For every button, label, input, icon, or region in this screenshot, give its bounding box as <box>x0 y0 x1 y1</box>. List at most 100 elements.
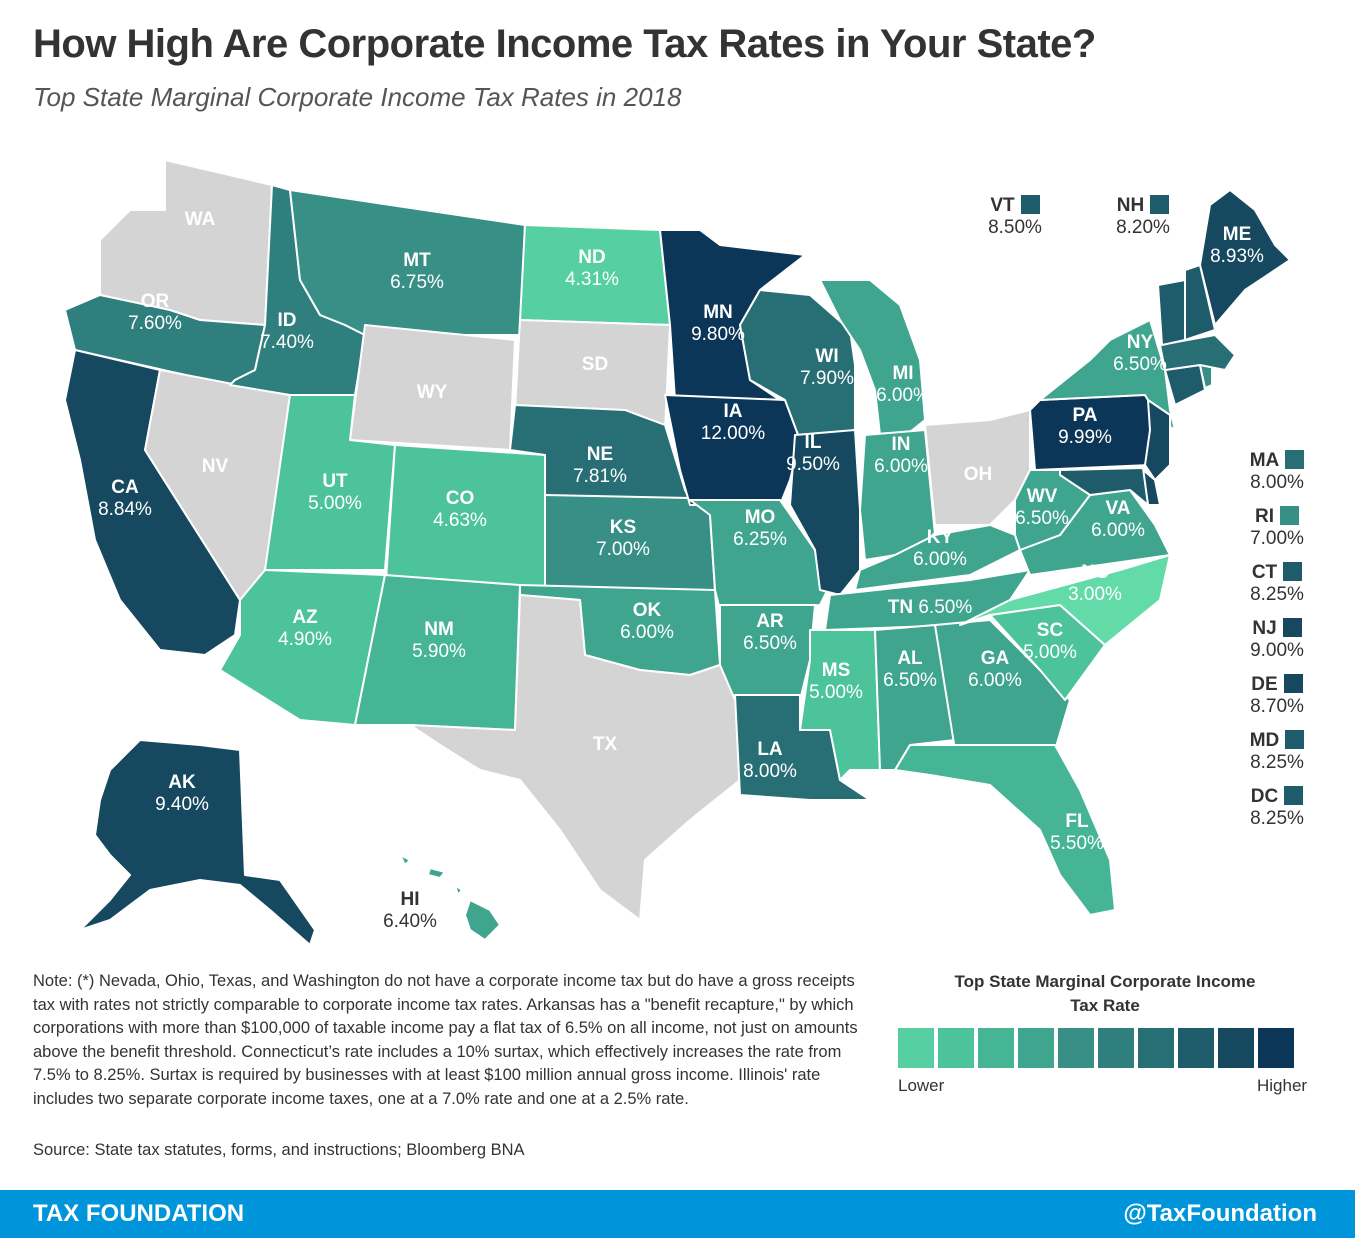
label-IA-abbr: IA <box>724 401 743 422</box>
label-VA-rate: 6.00% <box>1091 520 1145 541</box>
legend-swatch <box>938 1028 974 1068</box>
callout-CT-rate: 8.25% <box>1250 584 1304 605</box>
state-NC[interactable] <box>959 554 1171 646</box>
label-AZ-rate: 4.90% <box>278 629 332 650</box>
label-MS-abbr: MS <box>822 660 851 681</box>
legend-swatch <box>1178 1028 1214 1068</box>
state-HI[interactable] <box>399 854 501 941</box>
label-IA-rate: 12.00% <box>701 423 766 444</box>
callout-MA-swatch <box>1285 450 1305 469</box>
label-OK-rate: 6.00% <box>620 622 674 643</box>
footer-bar: TAX FOUNDATION @TaxFoundation <box>0 1190 1355 1238</box>
label-UT-abbr: UT <box>322 471 348 492</box>
label-IL-rate: 9.50% <box>786 454 840 475</box>
label-AK-abbr: AK <box>168 772 196 793</box>
label-OH-abbr: OH <box>964 464 993 485</box>
label-SD-abbr: SD <box>582 354 608 375</box>
label-OR-rate: 7.60% <box>128 313 182 334</box>
label-ME-rate: 8.93% <box>1210 246 1264 267</box>
label-IN-abbr: IN <box>892 434 911 455</box>
label-IN-rate: 6.00% <box>874 456 928 477</box>
label-TX-abbr: TX <box>593 734 618 755</box>
label-AK-rate: 9.40% <box>155 794 209 815</box>
callout-CT-abbr: CT <box>1251 562 1278 583</box>
label-FL-abbr: FL <box>1065 811 1089 832</box>
callout-NJ-rate: 9.00% <box>1250 640 1304 661</box>
label-AR-rate: 6.50% <box>743 633 797 654</box>
state-ME[interactable] <box>1199 189 1291 326</box>
footer-brand: TAX FOUNDATION <box>33 1200 245 1227</box>
callout-VT-abbr: VT <box>990 195 1015 216</box>
legend-swatch <box>978 1028 1014 1068</box>
label-WA-abbr: WA <box>185 209 216 230</box>
callout-MD-abbr: MD <box>1249 730 1280 751</box>
label-MI-rate: 6.00% <box>876 385 930 406</box>
state-VT[interactable] <box>1157 279 1186 346</box>
footer-handle[interactable]: @TaxFoundation <box>1123 1200 1317 1227</box>
label-IL-abbr: IL <box>805 432 822 453</box>
footnote: Note: (*) Nevada, Ohio, Texas, and Washi… <box>33 972 858 1108</box>
callout-CT: CT 8.25% <box>1237 562 1317 606</box>
label-KY-abbr: KY <box>927 527 954 548</box>
callout-NJ-abbr: NJ <box>1252 618 1277 639</box>
state-MA[interactable] <box>1159 334 1236 371</box>
label-PA-rate: 9.99% <box>1058 427 1112 448</box>
label-MO-abbr: MO <box>745 507 776 528</box>
label-TN: TN 6.50% <box>888 597 973 618</box>
label-WV-rate: 6.50% <box>1015 508 1069 529</box>
callout-VT-rate: 8.50% <box>988 217 1042 238</box>
callout-RI-abbr: RI <box>1255 506 1274 527</box>
label-ND-rate: 4.31% <box>565 269 619 290</box>
label-MT-rate: 6.75% <box>390 272 444 293</box>
label-PA-abbr: PA <box>1073 405 1098 426</box>
label-WI-abbr: WI <box>815 346 838 367</box>
label-GA-abbr: GA <box>981 648 1010 669</box>
callout-RI: RI 7.00% <box>1237 506 1317 550</box>
state-labels: WA OR 7.60% CA 8.84% NV ID 7.40% MT 6.75… <box>98 209 1264 932</box>
state-TX[interactable] <box>409 594 741 921</box>
label-CO-abbr: CO <box>446 488 475 509</box>
label-WI-rate: 7.90% <box>800 368 854 389</box>
state-AK[interactable] <box>79 739 316 946</box>
source-line: Source: State tax statutes, forms, and i… <box>33 1141 525 1159</box>
legend-swatch <box>1258 1028 1294 1068</box>
label-NM-abbr: NM <box>424 619 454 640</box>
label-VA-abbr: VA <box>1106 498 1131 519</box>
label-FL-rate: 5.50% <box>1050 833 1104 854</box>
label-NC-abbr: NC <box>1081 562 1109 583</box>
callout-DE-swatch <box>1283 674 1303 693</box>
label-KS-rate: 7.00% <box>596 539 650 560</box>
label-MT-abbr: MT <box>403 250 431 271</box>
label-OR-abbr: OR <box>141 291 170 312</box>
legend-swatch <box>1098 1028 1134 1068</box>
state-NJ[interactable] <box>1144 399 1171 481</box>
label-HI-rate: 6.40% <box>383 911 437 932</box>
callout-MD-rate: 8.25% <box>1250 752 1304 773</box>
callout-VT-swatch <box>1020 195 1040 214</box>
state-FL[interactable] <box>894 744 1116 916</box>
label-ND-abbr: ND <box>578 247 605 268</box>
label-WV-abbr: WV <box>1027 486 1058 507</box>
legend-swatch <box>898 1028 934 1068</box>
state-MO[interactable] <box>689 499 831 611</box>
callout-NH-abbr: NH <box>1116 195 1145 216</box>
state-CT[interactable] <box>1164 364 1206 406</box>
label-ID-rate: 7.40% <box>260 332 314 353</box>
callout-NJ-swatch <box>1282 618 1302 637</box>
legend-swatch <box>1138 1028 1174 1068</box>
label-TN-rate: 6.50% <box>918 597 972 618</box>
legend-scale <box>898 1028 1294 1068</box>
callout-VT: VT 8.50% <box>975 195 1055 239</box>
state-NH[interactable] <box>1184 264 1216 341</box>
page-title: How High Are Corporate Income Tax Rates … <box>33 22 1096 66</box>
label-KS-abbr: KS <box>610 517 636 538</box>
label-KY-rate: 6.00% <box>913 549 967 570</box>
label-MS-rate: 5.00% <box>809 682 863 703</box>
legend-high-label: Higher <box>1257 1076 1308 1095</box>
label-NE-abbr: NE <box>587 444 613 465</box>
state-MD[interactable] <box>1059 467 1149 506</box>
label-CO-rate: 4.63% <box>433 510 487 531</box>
callout-DC-rate: 8.25% <box>1250 808 1304 829</box>
callout-RI-swatch <box>1280 506 1299 525</box>
label-HI-abbr: HI <box>401 889 420 910</box>
